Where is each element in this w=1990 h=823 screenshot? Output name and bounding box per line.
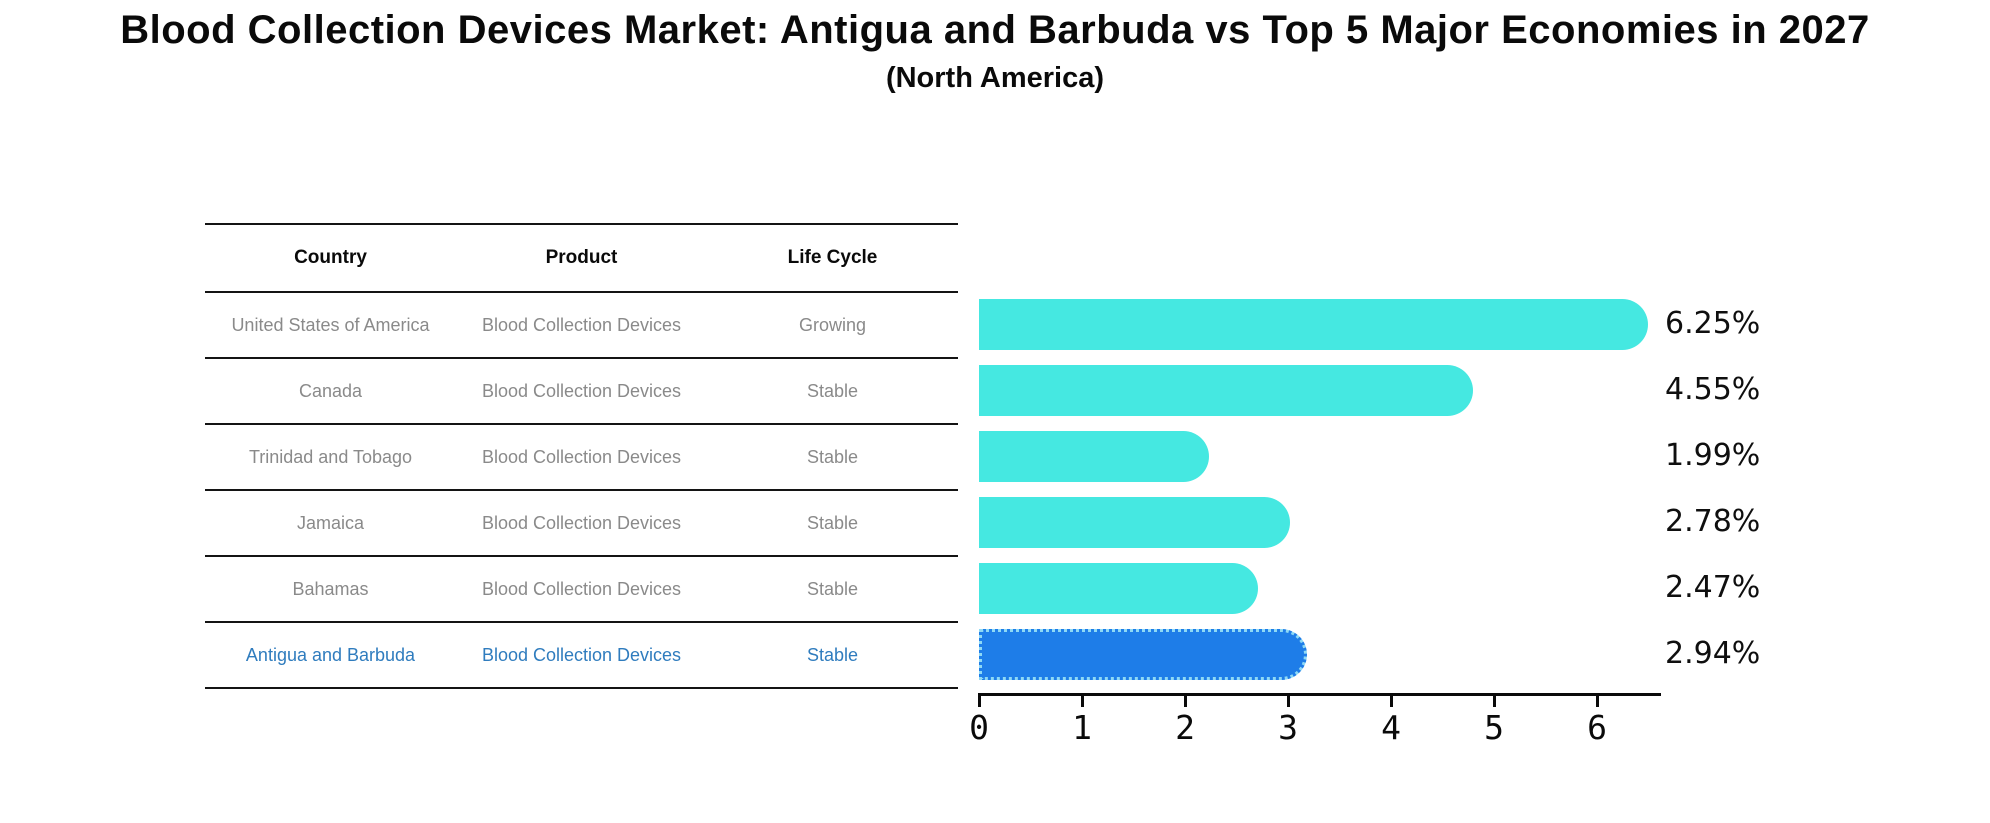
x-tick	[978, 696, 981, 707]
cell-country: Jamaica	[296, 512, 365, 533]
bar-united-states	[979, 298, 1648, 350]
x-tick-label: 6	[1587, 708, 1607, 747]
bar-canada	[979, 364, 1473, 416]
value-label: 2.78%	[1665, 504, 1761, 539]
header-cell-country: Country	[294, 247, 367, 268]
cell-country: Trinidad and Tobago	[248, 446, 413, 467]
table-row: Jamaica Blood Collection Devices Stable	[205, 491, 958, 557]
header-cell-life-cycle: Life Cycle	[787, 247, 878, 268]
cell-life-cycle: Stable	[806, 446, 859, 467]
cell-country: United States of America	[231, 314, 430, 335]
table-row: Trinidad and Tobago Blood Collection Dev…	[205, 425, 958, 491]
x-tick	[1390, 696, 1393, 707]
cell-life-cycle: Stable	[806, 578, 859, 599]
value-label: 4.55%	[1665, 372, 1761, 407]
x-tick-label: 2	[1175, 708, 1195, 747]
x-axis-line	[978, 693, 1661, 696]
x-tick	[1287, 696, 1290, 707]
cell-product: Blood Collection Devices	[481, 644, 682, 665]
x-tick	[1081, 696, 1084, 707]
data-table: Country Product Life Cycle United States…	[205, 223, 958, 689]
cell-country: Bahamas	[292, 578, 369, 599]
value-label: 2.94%	[1665, 636, 1761, 671]
x-tick	[1493, 696, 1496, 707]
cell-product: Blood Collection Devices	[481, 314, 682, 335]
x-tick-label: 3	[1278, 708, 1298, 747]
x-tick-label: 0	[969, 708, 989, 747]
x-tick	[1596, 696, 1599, 707]
table-row: Canada Blood Collection Devices Stable	[205, 359, 958, 425]
table-header-row: Country Product Life Cycle	[205, 225, 958, 293]
table-row: United States of America Blood Collectio…	[205, 293, 958, 359]
cell-life-cycle: Stable	[806, 644, 859, 665]
x-tick-label: 1	[1072, 708, 1092, 747]
cell-country: Antigua and Barbuda	[245, 644, 416, 665]
value-label: 1.99%	[1665, 438, 1761, 473]
page-title: Blood Collection Devices Market: Antigua…	[120, 8, 1870, 52]
bar-antigua-barbuda	[979, 628, 1307, 680]
cell-product: Blood Collection Devices	[481, 380, 682, 401]
x-tick-label: 4	[1381, 708, 1401, 747]
cell-country: Canada	[298, 380, 363, 401]
bar-bahamas	[979, 562, 1259, 614]
header-cell-product: Product	[545, 247, 618, 268]
cell-product: Blood Collection Devices	[481, 578, 682, 599]
table-row-highlighted: Antigua and Barbuda Blood Collection Dev…	[205, 623, 958, 689]
table-row: Bahamas Blood Collection Devices Stable	[205, 557, 958, 623]
chart-subtitle: (North America)	[885, 62, 1105, 94]
cell-life-cycle: Growing	[798, 314, 867, 335]
bar-jamaica	[979, 496, 1291, 548]
x-tick	[1184, 696, 1187, 707]
cell-product: Blood Collection Devices	[481, 446, 682, 467]
cell-life-cycle: Stable	[806, 380, 859, 401]
x-tick-label: 5	[1484, 708, 1504, 747]
cell-product: Blood Collection Devices	[481, 512, 682, 533]
value-label: 6.25%	[1665, 306, 1761, 341]
value-label: 2.47%	[1665, 570, 1761, 605]
cell-life-cycle: Stable	[806, 512, 859, 533]
bar-trinidad-tobago	[979, 430, 1209, 482]
